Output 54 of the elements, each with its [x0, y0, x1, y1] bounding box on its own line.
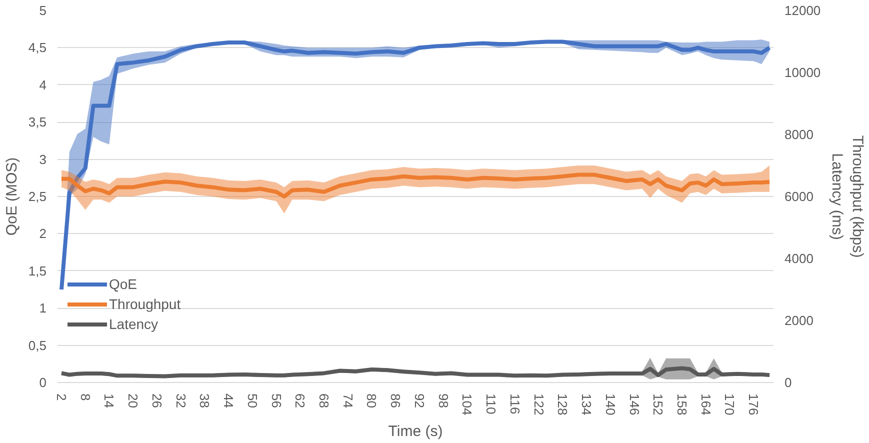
y-tick-label: 2 — [39, 226, 47, 242]
x-tick-label: 20 — [126, 394, 141, 408]
y-tick-label: 5 — [39, 3, 47, 18]
x-tick-label: 176 — [746, 394, 762, 416]
x-tick-label: 44 — [221, 394, 236, 408]
x-tick-label: 62 — [292, 394, 308, 408]
x-tick-label: 86 — [388, 394, 404, 408]
x-tick-label: 158 — [674, 394, 690, 416]
x-tick-label: 152 — [650, 394, 666, 416]
x-tick-label: 98 — [436, 394, 451, 408]
x-tick-label: 170 — [722, 394, 738, 416]
y2-tick-label: 2000 — [784, 313, 814, 328]
legend-label: Latency — [109, 316, 158, 332]
x-tick-label: 164 — [698, 394, 714, 416]
x-tick-label: 38 — [197, 394, 212, 408]
y-tick-label: 1,5 — [28, 263, 47, 278]
y2-tick-label: 12000 — [784, 3, 821, 18]
y-tick-label: 3 — [39, 152, 47, 167]
x-tick-label: 104 — [460, 394, 475, 416]
y2-tick-label: 4000 — [784, 251, 814, 266]
x-tick-label: 116 — [507, 394, 522, 414]
x-tick-label: 26 — [149, 394, 164, 408]
x-tick-label: 32 — [173, 394, 188, 408]
y-tick-label: 3,5 — [28, 114, 47, 130]
y2-tick-label: 8000 — [784, 127, 814, 142]
x-tick-label: 8 — [78, 394, 93, 401]
y-tick-label: 4 — [39, 77, 47, 92]
y-tick-label: 0,5 — [28, 338, 47, 353]
y-axis-title: QoE (MOS) — [3, 157, 20, 236]
x-tick-label: 128 — [555, 394, 570, 416]
x-tick-label: 146 — [626, 394, 642, 416]
x-tick-label: 110 — [484, 394, 499, 414]
x-tick-label: 92 — [412, 394, 427, 408]
x-tick-label: 68 — [316, 394, 332, 408]
legend-label: QoE — [109, 276, 138, 292]
x-tick-label: 2 — [54, 394, 69, 401]
y2-tick-label: 0 — [784, 375, 792, 390]
y-tick-label: 2,5 — [28, 189, 47, 204]
x-tick-label: 140 — [602, 394, 618, 416]
legend-label: Throughput — [109, 296, 181, 312]
y2-tick-label: 10000 — [784, 65, 821, 80]
y2-tick-label: 6000 — [784, 189, 814, 204]
x-axis-title: Time (s) — [388, 423, 443, 440]
y2-axis-title: Throughput (kbps) Latency (ms) — [828, 135, 866, 258]
x-tick-label: 74 — [340, 394, 356, 408]
x-tick-label: 56 — [268, 394, 284, 408]
y-tick-label: 1 — [39, 300, 47, 316]
y-tick-label: 4,5 — [28, 40, 47, 56]
x-tick-label: 14 — [102, 394, 117, 408]
x-tick-label: 122 — [531, 394, 546, 416]
y-tick-label: 0 — [39, 375, 47, 390]
x-tick-label: 50 — [244, 394, 260, 408]
x-tick-label: 80 — [364, 394, 380, 408]
x-tick-label: 134 — [579, 394, 594, 416]
